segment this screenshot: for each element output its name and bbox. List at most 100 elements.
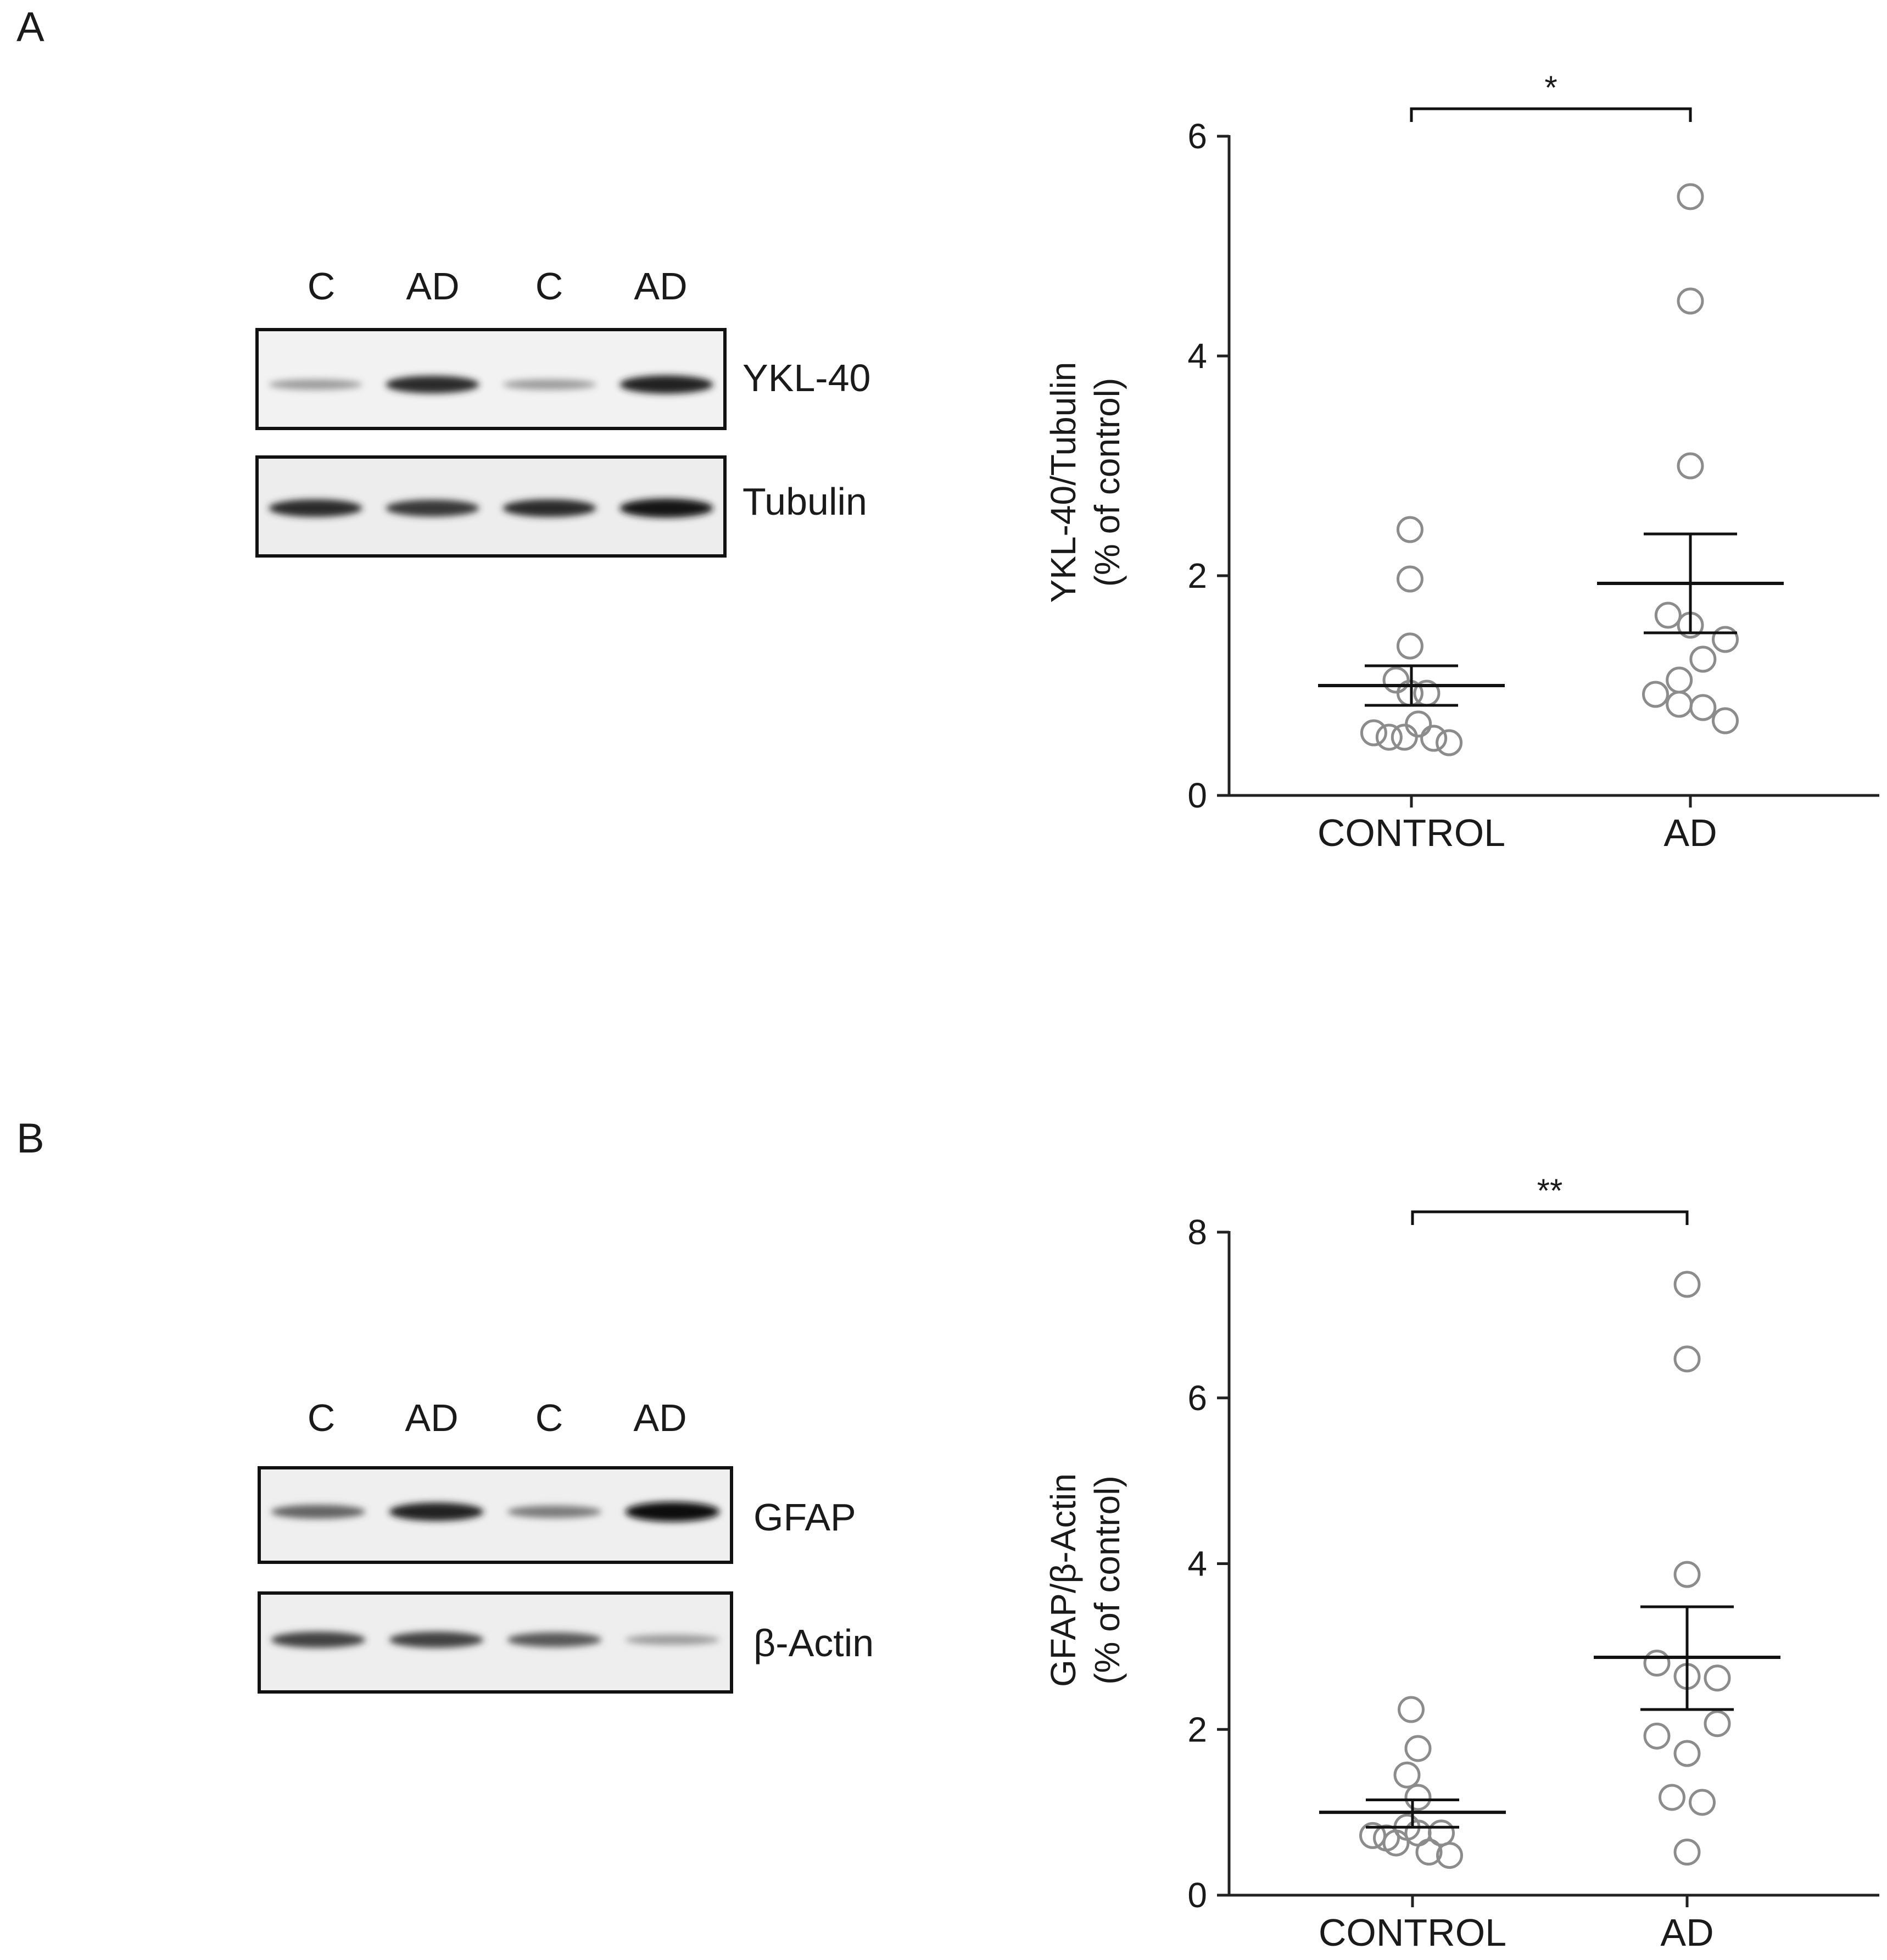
y-tick-label: 6 bbox=[1187, 1378, 1207, 1418]
blot-band bbox=[507, 1505, 602, 1518]
data-point bbox=[1420, 725, 1448, 752]
data-point bbox=[1704, 1664, 1731, 1692]
data-point bbox=[1396, 632, 1423, 660]
y-tick-label: 4 bbox=[1187, 336, 1207, 376]
y-axis-label: YKL-40/Tubulin bbox=[1043, 362, 1083, 603]
data-point bbox=[1654, 602, 1682, 629]
significance-bracket bbox=[1411, 1210, 1689, 1225]
data-point bbox=[1673, 1561, 1701, 1588]
data-point bbox=[1666, 691, 1693, 718]
lane-label: C bbox=[308, 1396, 336, 1439]
blot-band bbox=[619, 498, 713, 518]
data-point bbox=[1673, 1271, 1701, 1298]
data-point bbox=[1689, 694, 1717, 721]
x-category-label: AD bbox=[1660, 1911, 1713, 1954]
scatter-chart-a: 0 2 4 6 CONTROL AD YKL-40/Tubulin (% of control… bbox=[1043, 69, 1879, 854]
y-tick-label: 0 bbox=[1187, 1875, 1207, 1915]
blot-band bbox=[386, 499, 479, 517]
lane-label: AD bbox=[405, 1396, 458, 1439]
x-category-label: CONTROL bbox=[1317, 811, 1505, 854]
blot-band bbox=[503, 499, 596, 517]
data-point bbox=[1673, 1345, 1701, 1373]
y-axis-label: (% of control) bbox=[1087, 378, 1127, 587]
band-label-beta-actin: β-Actin bbox=[753, 1622, 874, 1664]
data-point bbox=[1393, 1761, 1421, 1789]
data-point bbox=[1436, 1842, 1463, 1869]
data-point bbox=[1404, 1735, 1432, 1762]
y-tick-label: 6 bbox=[1187, 116, 1207, 156]
significance-marker: * bbox=[1544, 69, 1557, 106]
data-point bbox=[1382, 666, 1410, 694]
data-point bbox=[1436, 729, 1463, 756]
data-point bbox=[1415, 1839, 1443, 1866]
blot-band bbox=[507, 1632, 602, 1647]
panel-letter-b: B bbox=[16, 1115, 44, 1162]
scatter-chart-b: 0 2 4 6 8 CONTROL AD GFAP/β-Actin (% of control)… bbox=[1043, 1172, 1879, 1954]
panel-a: A C AD C AD YKL-40 Tubulin 0 2 4 6 CONTROL AD… bbox=[16, 4, 1879, 854]
y-tick-label: 2 bbox=[1187, 556, 1207, 595]
data-point bbox=[1689, 645, 1717, 673]
data-point bbox=[1643, 1650, 1671, 1677]
blot-band bbox=[389, 1502, 484, 1521]
blot-strip-tubulin bbox=[255, 455, 727, 558]
y-axis-label: (% of control) bbox=[1087, 1475, 1127, 1685]
blot-band bbox=[269, 499, 362, 517]
data-point bbox=[1642, 681, 1669, 708]
significance-marker: ** bbox=[1537, 1172, 1563, 1209]
blot-strip-gfap bbox=[258, 1466, 733, 1564]
data-point bbox=[1398, 1696, 1425, 1723]
panel-letter-a: A bbox=[16, 4, 44, 51]
band-label-gfap: GFAP bbox=[753, 1496, 856, 1539]
band-label-ykl40: YKL-40 bbox=[742, 357, 870, 399]
lane-label: C bbox=[535, 265, 563, 308]
data-point bbox=[1677, 452, 1704, 480]
data-point bbox=[1677, 287, 1704, 315]
significance-bracket bbox=[1410, 107, 1692, 122]
x-category-label: AD bbox=[1663, 811, 1717, 854]
data-point bbox=[1396, 516, 1423, 543]
blot-band bbox=[503, 379, 596, 390]
panel-b: B C AD C AD GFAP β-Actin 0 2 4 6 8 CONTROL AD G… bbox=[16, 1115, 1879, 1954]
data-point bbox=[1396, 565, 1423, 593]
data-point bbox=[1404, 1784, 1432, 1811]
data-point bbox=[1375, 723, 1403, 751]
y-axis-label: GFAP/β-Actin bbox=[1043, 1473, 1083, 1687]
blot-band bbox=[269, 379, 362, 390]
data-point bbox=[1673, 1740, 1701, 1767]
lane-label: AD bbox=[633, 1396, 686, 1439]
blot-strip-ykl40 bbox=[255, 328, 727, 430]
data-point bbox=[1666, 666, 1693, 694]
blot-strip-beta-actin bbox=[258, 1591, 733, 1694]
lane-label: AD bbox=[634, 265, 687, 308]
western-blot-a: C AD C AD YKL-40 Tubulin bbox=[255, 265, 870, 558]
blot-band bbox=[619, 375, 713, 394]
blot-band bbox=[271, 1632, 366, 1648]
blot-band bbox=[389, 1632, 484, 1648]
data-point bbox=[1391, 723, 1418, 751]
data-point bbox=[1712, 707, 1739, 734]
data-point bbox=[1712, 626, 1739, 653]
data-point bbox=[1659, 1784, 1685, 1811]
blot-band bbox=[271, 1505, 366, 1519]
x-category-label: CONTROL bbox=[1319, 1911, 1506, 1954]
lane-label: AD bbox=[406, 265, 459, 308]
data-point bbox=[1704, 1710, 1731, 1738]
data-point bbox=[1359, 1822, 1386, 1849]
data-point bbox=[1689, 1789, 1716, 1816]
y-tick-label: 2 bbox=[1187, 1710, 1207, 1749]
band-label-tubulin: Tubulin bbox=[742, 480, 867, 523]
data-point bbox=[1405, 710, 1432, 738]
y-tick-label: 4 bbox=[1187, 1544, 1207, 1584]
data-point bbox=[1677, 183, 1704, 210]
western-blot-b: C AD C AD GFAP β-Actin bbox=[258, 1396, 874, 1694]
lane-label: C bbox=[308, 265, 336, 308]
data-point bbox=[1643, 1722, 1671, 1750]
y-tick-label: 8 bbox=[1187, 1212, 1207, 1252]
blot-band bbox=[625, 1502, 720, 1522]
data-point bbox=[1673, 1839, 1701, 1866]
blot-band bbox=[386, 375, 479, 394]
data-point bbox=[1360, 719, 1387, 747]
lane-label: C bbox=[535, 1396, 563, 1439]
y-tick-label: 0 bbox=[1187, 776, 1207, 815]
